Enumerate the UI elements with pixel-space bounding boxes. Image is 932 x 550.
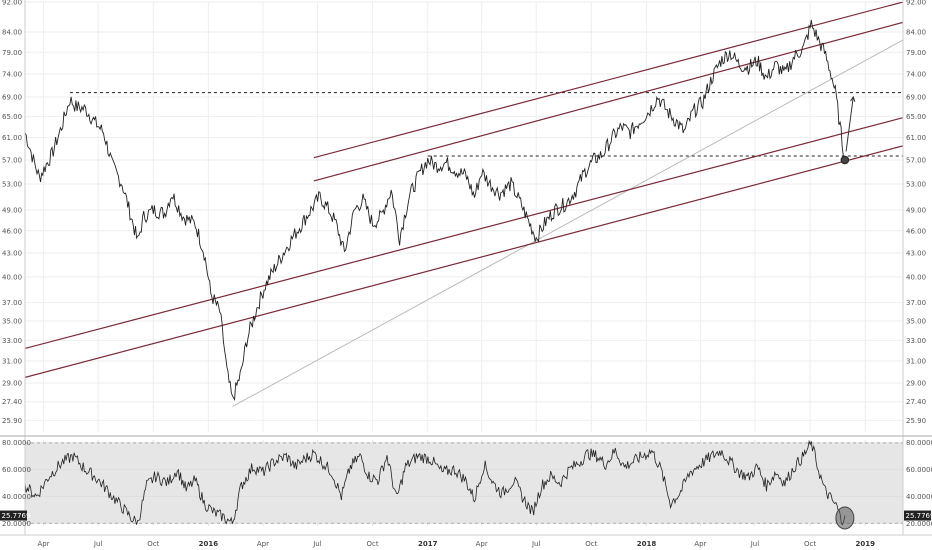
price-axis-label-right: 25.90 xyxy=(906,417,926,425)
value-tags: 25.7769 25.7769 xyxy=(0,510,932,521)
price-axis-label-left: 84.00 xyxy=(2,29,22,37)
price-axis-label-left: 27.40 xyxy=(2,398,22,406)
price-axis-label-right: 69.00 xyxy=(906,93,926,101)
price-axis-label-left: 29.00 xyxy=(2,380,22,388)
price-axis-label-left: 25.90 xyxy=(2,417,22,425)
time-axis-label: Oct xyxy=(585,540,597,548)
time-axis-label: Oct xyxy=(804,540,816,548)
time-axis-label: Oct xyxy=(367,540,379,548)
trendline-4 xyxy=(313,2,903,159)
rebound-arrow-head xyxy=(850,95,856,102)
time-axis-label: Apr xyxy=(257,540,269,548)
time-axis-label: Jul xyxy=(93,540,103,548)
price-axis-label-left: 65.00 xyxy=(2,113,22,121)
time-axis-label: 2018 xyxy=(637,540,657,548)
price-axis-label-left: 49.00 xyxy=(2,206,22,214)
oscillator-axis-label-right: 80.0000 xyxy=(906,439,932,447)
time-axis-label: Apr xyxy=(476,540,488,548)
time-axis-label: Jul xyxy=(312,540,322,548)
trendline-3 xyxy=(25,145,903,378)
time-axis-label: 2019 xyxy=(856,540,876,548)
time-axis-label: Oct xyxy=(147,540,159,548)
low-marker-dot xyxy=(840,155,850,165)
trendline-2 xyxy=(25,117,903,350)
price-axis-label-right: 49.00 xyxy=(906,206,926,214)
time-axis-label: Apr xyxy=(38,540,50,548)
oscillator-axis-label-left: 60.0000 xyxy=(2,466,31,474)
oscillator-axis-label-right: 60.0000 xyxy=(906,466,932,474)
time-axis-label: 2017 xyxy=(418,540,438,548)
price-line xyxy=(25,19,846,401)
price-axis-label-left: 57.00 xyxy=(2,156,22,164)
oscillator-axis-label-left: 20.0000 xyxy=(2,520,31,528)
price-axis-label-left: 35.00 xyxy=(2,317,22,325)
price-axis-label-right: 31.00 xyxy=(906,358,926,366)
price-axis-label-right: 65.00 xyxy=(906,113,926,121)
price-axis-label-left: 61.00 xyxy=(2,134,22,142)
time-axis-label: Apr xyxy=(694,540,706,548)
oversold-marker-ellipse xyxy=(835,506,855,530)
price-axis-label-right: 35.00 xyxy=(906,317,926,325)
price-axis-label-right: 33.00 xyxy=(906,337,926,345)
price-axis-label-left: 43.00 xyxy=(2,250,22,258)
oscillator-series xyxy=(24,439,846,526)
price-gridlines xyxy=(25,1,903,526)
value-tag-right-text: 25.7769 xyxy=(906,512,932,520)
trendline-5 xyxy=(313,21,903,182)
price-axis-label-left: 53.00 xyxy=(2,181,22,189)
price-axis-label-left: 40.00 xyxy=(2,273,22,281)
price-axis-label-right: 57.00 xyxy=(906,156,926,164)
price-axis-label-right: 61.00 xyxy=(906,134,926,142)
annotations xyxy=(835,95,856,530)
price-axis-label-left: 33.00 xyxy=(2,337,22,345)
price-axis-label-left: 69.00 xyxy=(2,93,22,101)
price-axis-label-left: 37.00 xyxy=(2,299,22,307)
price-axis-label-left: 74.00 xyxy=(2,70,22,78)
value-tag-left-text: 25.7769 xyxy=(2,512,31,520)
value-tag-right-bg xyxy=(904,510,931,521)
time-axis-label: 2016 xyxy=(199,540,219,548)
price-axis-label-right: 43.00 xyxy=(906,250,926,258)
oscillator-axis-label-right: 20.0000 xyxy=(906,520,932,528)
price-axis-label-right: 79.00 xyxy=(906,49,926,57)
price-axis-label-right: 84.00 xyxy=(906,29,926,37)
oscillator-axis-label-right: 40.0000 xyxy=(906,493,932,501)
value-tag-left-bg xyxy=(0,510,27,521)
rebound-arrow-line xyxy=(845,96,854,152)
axes xyxy=(0,0,932,536)
price-axis-label-right: 46.00 xyxy=(906,227,926,235)
horizontal-levels xyxy=(69,92,903,157)
oscillator-gridlines xyxy=(25,442,903,524)
time-axis-label: Jul xyxy=(531,540,541,548)
oscillator-axis-label-left: 80.0000 xyxy=(2,439,31,447)
price-axis-label-right: 74.00 xyxy=(906,70,926,78)
price-series xyxy=(25,19,846,401)
price-axis-label-left: 46.00 xyxy=(2,227,22,235)
trendline-1 xyxy=(232,39,903,408)
price-axis-label-right: 53.00 xyxy=(906,181,926,189)
price-axis-label-right: 37.00 xyxy=(906,299,926,307)
trendlines xyxy=(25,2,903,408)
time-axis-label: Jul xyxy=(750,540,760,548)
oscillator-line xyxy=(24,439,846,526)
price-axis-label-right: 29.00 xyxy=(906,380,926,388)
price-axis-label-left: 31.00 xyxy=(2,358,22,366)
price-axis-label-left: 92.00 xyxy=(2,0,22,7)
price-axis-label-right: 92.00 xyxy=(906,0,926,7)
price-axis-label-right: 27.40 xyxy=(906,398,926,406)
price-axis-label-right: 40.00 xyxy=(906,273,926,281)
price-axis-label-left: 79.00 xyxy=(2,49,22,57)
oscillator-axis-label-left: 40.0000 xyxy=(2,493,31,501)
